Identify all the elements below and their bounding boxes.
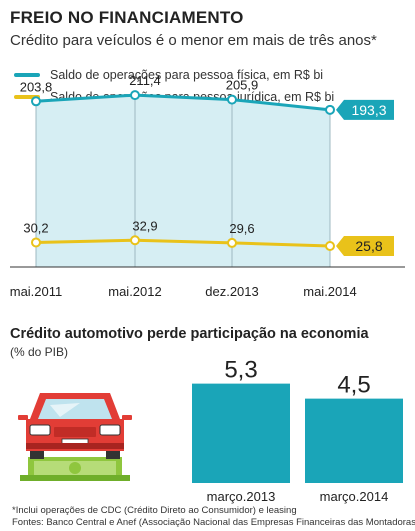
point-pessoa-juridica <box>325 241 335 252</box>
point-pessoa-juridica <box>130 235 140 246</box>
car-body <box>18 393 132 459</box>
bar-category-label: março.2014 <box>320 489 389 504</box>
x-tick-label: mai.2012 <box>108 284 161 299</box>
chart-title: FREIO NO FINANCIAMENTO <box>10 8 244 27</box>
data-label-pessoa-fisica-last-text: 193,3 <box>351 102 386 118</box>
bar-março.2014 <box>305 398 403 483</box>
series-line-pessoa-fisica <box>35 93 331 112</box>
point-pessoa-fisica <box>325 104 335 115</box>
bar-value-label: 4,5 <box>337 372 370 399</box>
footnote-cdc: *Inclui operações de CDC (Crédito Direto… <box>12 505 297 516</box>
x-tick-label: dez.2013 <box>205 284 259 299</box>
bar-março.2013 <box>192 383 290 483</box>
money-bill-icon <box>20 457 130 481</box>
footnote-sources: Fontes: Banco Central e Anef (Associação… <box>12 517 415 528</box>
data-label-pessoa-juridica-last: 25,8 <box>336 236 394 257</box>
x-tick-label: mai.2014 <box>303 284 356 299</box>
bar-category-label: março.2013 <box>207 489 276 504</box>
area-fill-pessoa-fisica <box>36 95 330 267</box>
bar-chart-subtitle: (% do PIB) <box>10 345 69 359</box>
point-pessoa-juridica <box>31 237 41 248</box>
bar-value-label: 5,3 <box>224 357 257 384</box>
line-chart: 203,8 30,2 211,4 32,9 205,9 29,6 193,3 25,8 mai.… <box>10 73 405 299</box>
data-label-pessoa-juridica: 30,2 <box>23 220 48 235</box>
point-pessoa-fisica <box>130 90 140 101</box>
point-pessoa-fisica <box>227 94 237 105</box>
legend-item-pessoa-fisica: Saldo de operações para pessoa física, e… <box>14 68 323 82</box>
bar-chart-title: Crédito automotivo perde participação na… <box>10 326 369 342</box>
data-label-pessoa-juridica-last-text: 25,8 <box>355 238 382 254</box>
bar-chart: 5,3 março.2013 4,5 março.2014 <box>192 357 403 504</box>
data-label-pessoa-fisica: 211,4 <box>129 73 161 88</box>
data-label-pessoa-fisica: 203,8 <box>20 79 53 94</box>
data-label-pessoa-juridica: 32,9 <box>132 218 157 233</box>
point-pessoa-juridica <box>227 237 237 248</box>
chart-subtitle: Crédito para veículos é o menor em mais … <box>10 32 377 49</box>
point-pessoa-fisica <box>31 96 41 107</box>
data-label-pessoa-fisica-last: 193,3 <box>336 99 394 120</box>
x-tick-label: mai.2011 <box>10 284 63 299</box>
legend-swatch-pessoa-fisica <box>14 73 40 77</box>
legend-label-pessoa-fisica: Saldo de operações para pessoa física, e… <box>50 68 324 82</box>
car-icon <box>18 393 132 481</box>
data-label-pessoa-fisica: 205,9 <box>226 78 259 93</box>
data-label-pessoa-juridica: 29,6 <box>229 221 254 236</box>
legend-swatch-pessoa-juridica <box>14 95 40 99</box>
series-line-pessoa-juridica <box>35 238 331 248</box>
